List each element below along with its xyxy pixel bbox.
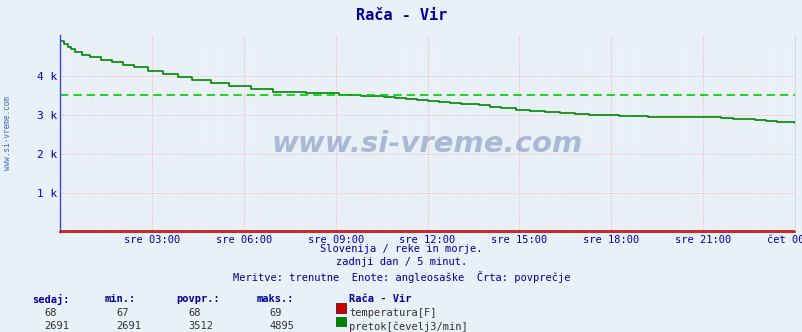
Text: 4895: 4895 [269,321,294,331]
Text: www.si-vreme.com: www.si-vreme.com [272,129,582,157]
Text: 2691: 2691 [116,321,141,331]
Text: 67: 67 [116,308,129,318]
Text: maks.:: maks.: [257,294,294,304]
Text: 3512: 3512 [188,321,213,331]
Text: temperatura[F]: temperatura[F] [349,308,436,318]
Text: 2691: 2691 [44,321,69,331]
Text: pretok[čevelj3/min]: pretok[čevelj3/min] [349,321,468,332]
Text: Rača - Vir: Rača - Vir [355,8,447,23]
Text: 68: 68 [44,308,57,318]
Text: Rača - Vir: Rača - Vir [349,294,411,304]
Text: Slovenija / reke in morje.: Slovenija / reke in morje. [320,244,482,254]
Text: Meritve: trenutne  Enote: angleosaške  Črta: povprečje: Meritve: trenutne Enote: angleosaške Črt… [233,271,569,283]
Text: min.:: min.: [104,294,136,304]
Text: povpr.:: povpr.: [176,294,220,304]
Text: www.si-vreme.com: www.si-vreme.com [3,96,12,170]
Text: sedaj:: sedaj: [32,294,70,305]
Text: zadnji dan / 5 minut.: zadnji dan / 5 minut. [335,257,467,267]
Text: 69: 69 [269,308,282,318]
Text: 68: 68 [188,308,201,318]
